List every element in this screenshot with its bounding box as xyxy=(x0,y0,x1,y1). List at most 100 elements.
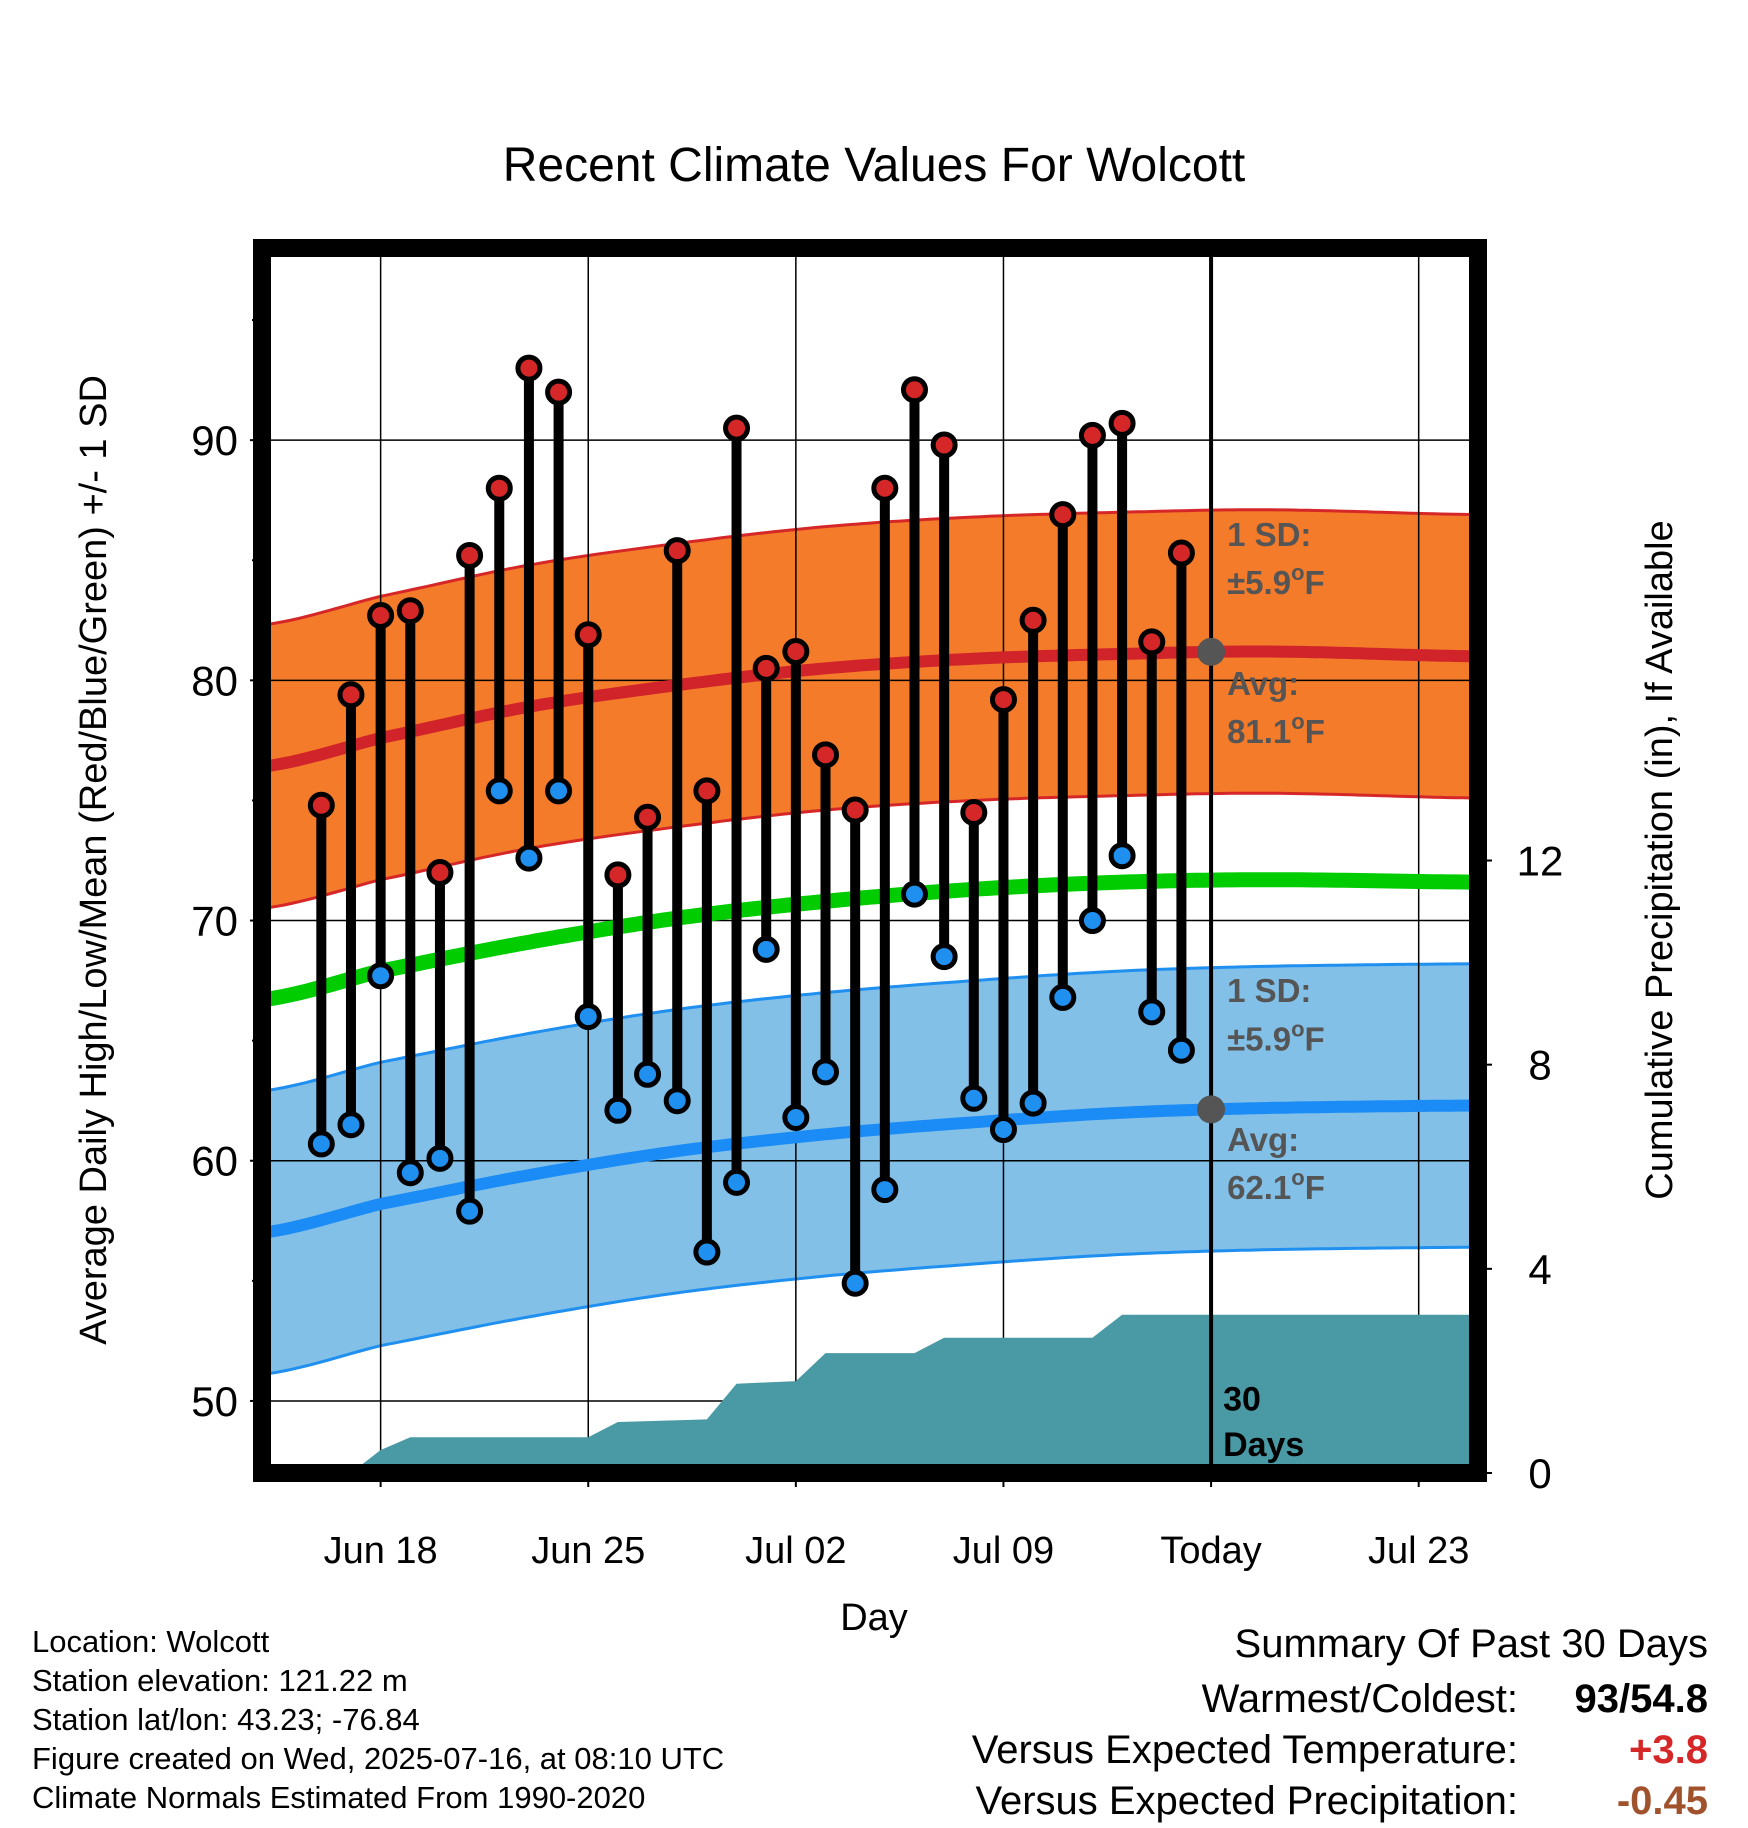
x-axis-label: Day xyxy=(840,1597,908,1639)
location-text: Location: Wolcott xyxy=(32,1624,270,1659)
high-avg-today-marker xyxy=(1197,637,1226,666)
daily-low-point xyxy=(930,943,958,971)
daily-high-point xyxy=(426,859,454,887)
daily-high-point xyxy=(752,654,780,682)
y-right-tick-label: 8 xyxy=(1528,1042,1551,1089)
low-sd-band xyxy=(262,963,1478,1375)
y-axis-right-label: Cumulative Precipitation (in), If Availa… xyxy=(1639,520,1681,1199)
summary-panel: Summary Of Past 30 Days Warmest/Coldest:… xyxy=(972,1620,1708,1827)
created-text: Figure created on Wed, 2025-07-16, at 08… xyxy=(32,1741,725,1776)
chart-title: Recent Climate Values For Wolcott xyxy=(503,139,1246,192)
precip-area xyxy=(321,1314,1478,1473)
y-tick-label: 80 xyxy=(191,657,238,704)
daily-low-point xyxy=(1019,1089,1047,1117)
daily-low-point xyxy=(812,1058,840,1086)
daily-low-point xyxy=(1078,907,1106,935)
warmest-value: 93 xyxy=(1574,1677,1620,1721)
daily-high-point xyxy=(989,686,1017,714)
y-tick-label: 90 xyxy=(191,417,238,464)
daily-high-point xyxy=(841,796,869,824)
x-tick-label: Jul 02 xyxy=(745,1530,846,1572)
days-count-label: 30 xyxy=(1223,1381,1261,1419)
daily-high-point xyxy=(930,431,958,459)
daily-high-point xyxy=(900,376,928,404)
daily-high-point xyxy=(1019,606,1047,634)
temp-departure-value: +3.8 xyxy=(1629,1728,1708,1772)
daily-high-point xyxy=(1167,539,1195,567)
daily-high-point xyxy=(604,861,632,889)
precip-departure-row: Versus Expected Precipitation: -0.45 xyxy=(972,1776,1708,1827)
precip-departure-value: -0.45 xyxy=(1616,1779,1708,1823)
low-sd-label: 1 SD: xyxy=(1227,972,1311,1009)
daily-high-point xyxy=(367,602,395,629)
low-sd-value: ±5.9oF xyxy=(1227,1016,1325,1057)
daily-low-point xyxy=(960,1084,988,1112)
axes: 50 60 70 80 90 0 4 8 12 Jun 18 Jun 25 Jul 02 Jul 09 T… xyxy=(191,239,1564,1572)
high-avg-label: Avg: xyxy=(1227,665,1299,702)
daily-high-point xyxy=(545,378,573,406)
daily-high-point xyxy=(515,354,543,382)
temp-departure-row: Versus Expected Temperature: +3.8 xyxy=(972,1725,1708,1776)
daily-high-point xyxy=(1138,628,1166,656)
y-tick-label: 70 xyxy=(191,898,238,945)
low-avg-today-marker xyxy=(1197,1095,1226,1124)
daily-high-point xyxy=(1049,501,1077,529)
daily-low-point xyxy=(989,1116,1017,1144)
daily-high-point xyxy=(871,474,899,502)
daily-high-point xyxy=(456,541,484,569)
daily-low-point xyxy=(663,1087,691,1115)
daily-high-point xyxy=(1108,409,1136,437)
high-avg-value: 81.1oF xyxy=(1227,709,1325,750)
daily-low-point xyxy=(604,1096,632,1124)
daily-high-point xyxy=(812,741,840,769)
daily-high-point xyxy=(1078,421,1106,449)
daily-low-point xyxy=(515,844,543,872)
daily-low-point xyxy=(307,1130,335,1158)
x-tick-label: Jul 23 xyxy=(1368,1530,1469,1572)
summary-heading: Summary Of Past 30 Days xyxy=(1234,1622,1708,1666)
daily-low-point xyxy=(1108,842,1136,870)
daily-low-point xyxy=(1049,983,1077,1011)
elevation-text: Station elevation: 121.22 m xyxy=(32,1663,408,1698)
daily-low-point xyxy=(900,880,928,908)
y-right-tick-label: 4 xyxy=(1528,1246,1551,1293)
daily-low-point xyxy=(456,1197,484,1225)
daily-high-point xyxy=(396,597,424,625)
daily-low-point xyxy=(634,1060,662,1088)
daily-low-point xyxy=(426,1144,454,1172)
y-axis-label: Average Daily High/Low/Mean (Red/Blue/Gr… xyxy=(73,375,115,1345)
high-sd-band xyxy=(262,509,1478,909)
low-band-lower-edge xyxy=(262,1245,1478,1376)
daily-low-point xyxy=(752,935,780,963)
y-right-tick-label: 0 xyxy=(1528,1450,1551,1497)
temp-departure-label: Versus Expected Temperature: xyxy=(971,1728,1518,1772)
daily-high-point xyxy=(574,621,602,649)
y-tick-label: 50 xyxy=(191,1378,238,1425)
daily-low-point xyxy=(693,1238,721,1266)
station-info: Location: Wolcott Station elevation: 121… xyxy=(32,1622,724,1817)
x-tick-label: Jun 18 xyxy=(324,1530,438,1572)
daily-low-point xyxy=(337,1111,365,1139)
daily-low-point xyxy=(723,1168,751,1196)
y-right-tick-label: 12 xyxy=(1517,838,1564,885)
daily-low-point xyxy=(871,1176,899,1204)
daily-high-point xyxy=(337,681,365,709)
daily-low-point xyxy=(782,1104,810,1132)
daily-low-point xyxy=(1138,998,1166,1026)
days-word-label: Days xyxy=(1223,1426,1304,1464)
daily-high-point xyxy=(663,537,691,565)
daily-low-point xyxy=(396,1159,424,1187)
latlon-text: Station lat/lon: 43.23; -76.84 xyxy=(32,1702,420,1737)
y-tick-label: 60 xyxy=(191,1138,238,1185)
x-tick-label: Jun 25 xyxy=(531,1530,645,1572)
warm-cold-value: 93/54.8 xyxy=(1558,1674,1708,1725)
x-tick-label: Jul 09 xyxy=(953,1530,1054,1572)
daily-low-point xyxy=(574,1003,602,1031)
daily-high-point xyxy=(693,777,721,805)
low-avg-label: Avg: xyxy=(1227,1121,1299,1158)
daily-high-point xyxy=(723,414,751,442)
daily-low-point xyxy=(841,1269,869,1297)
low-avg-value: 62.1oF xyxy=(1227,1165,1325,1206)
coldest-value: 54.8 xyxy=(1630,1677,1708,1721)
